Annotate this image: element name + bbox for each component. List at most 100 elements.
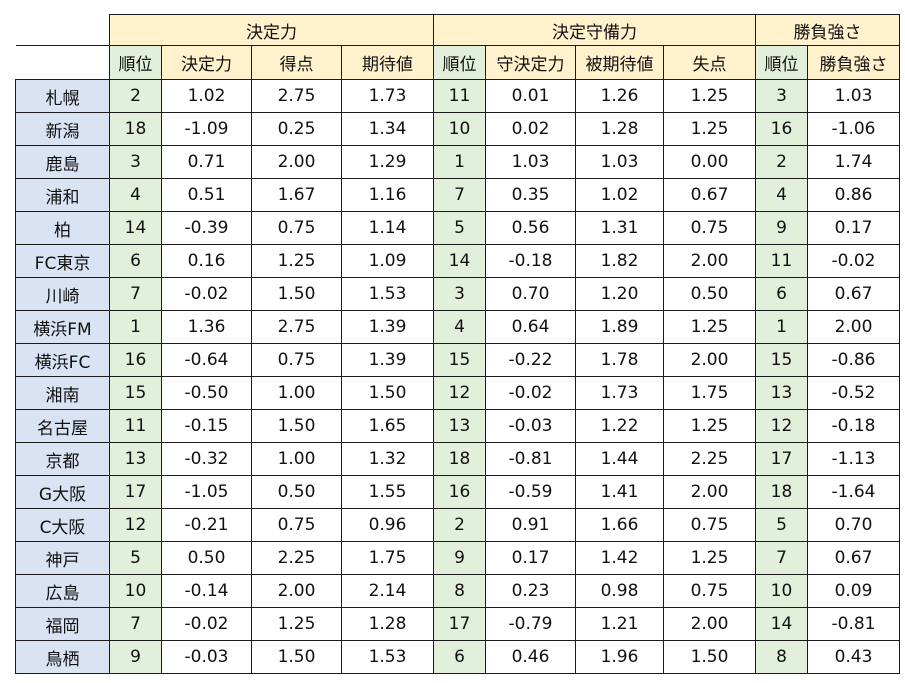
table-row: 京都 13 -0.32 1.00 1.32 18 -0.81 1.44 2.25 17 -1.13 bbox=[15, 442, 900, 476]
goals-against-cell: 0.00 bbox=[663, 145, 756, 179]
team-name-cell: 湘南 bbox=[15, 376, 110, 410]
clutch-rank-cell: 11 bbox=[755, 244, 808, 278]
table-row: 広島 10 -0.14 2.00 2.14 8 0.23 0.98 0.75 10 0.09 bbox=[15, 574, 900, 608]
expected-cell: 1.34 bbox=[341, 112, 434, 146]
expected-against-cell: 1.41 bbox=[575, 475, 664, 509]
defense-rank-cell: 6 bbox=[433, 640, 486, 674]
table-row: 川崎 7 -0.02 1.50 1.53 3 0.70 1.20 0.50 6 0.67 bbox=[15, 277, 900, 311]
goals-against-cell: 2.25 bbox=[663, 442, 756, 476]
clutch-cell: -0.02 bbox=[807, 244, 900, 278]
expected-against-cell: 1.89 bbox=[575, 310, 664, 344]
table-row: 鳥栖 9 -0.03 1.50 1.53 6 0.46 1.96 1.50 8 0.43 bbox=[15, 640, 900, 674]
expected-cell: 1.16 bbox=[341, 178, 434, 212]
clutch-cell: -0.86 bbox=[807, 343, 900, 377]
defense-finishing-cell: 0.56 bbox=[485, 211, 576, 245]
goals-against-cell: 0.75 bbox=[663, 211, 756, 245]
goals-against-cell: 2.00 bbox=[663, 343, 756, 377]
expected-cell: 1.29 bbox=[341, 145, 434, 179]
clutch-rank-cell: 15 bbox=[755, 343, 808, 377]
goals-against-cell: 0.50 bbox=[663, 277, 756, 311]
goals-against-cell: 2.00 bbox=[663, 475, 756, 509]
finishing-cell: -0.03 bbox=[161, 640, 252, 674]
clutch-rank-cell: 1 bbox=[755, 310, 808, 344]
goals-cell: 2.00 bbox=[251, 145, 342, 179]
finishing-rank-cell: 11 bbox=[109, 409, 162, 443]
goals-cell: 1.50 bbox=[251, 409, 342, 443]
defense-finishing-cell: 0.02 bbox=[485, 112, 576, 146]
table-row: 名古屋 11 -0.15 1.50 1.65 13 -0.03 1.22 1.25 12 -0.18 bbox=[15, 409, 900, 443]
expected-cell: 1.53 bbox=[341, 277, 434, 311]
goals-against-cell: 1.25 bbox=[663, 409, 756, 443]
defense-rank-cell: 16 bbox=[433, 475, 486, 509]
defense-finishing-cell: 0.23 bbox=[485, 574, 576, 608]
goals-cell: 1.67 bbox=[251, 178, 342, 212]
defense-finishing-cell: 0.64 bbox=[485, 310, 576, 344]
clutch-rank-cell: 12 bbox=[755, 409, 808, 443]
team-name-cell: 川崎 bbox=[15, 277, 110, 311]
defense-finishing-cell: 1.03 bbox=[485, 145, 576, 179]
defense-finishing-cell: 0.70 bbox=[485, 277, 576, 311]
column-header-clutch: 勝負強さ bbox=[807, 45, 900, 80]
clutch-cell: -1.64 bbox=[807, 475, 900, 509]
finishing-rank-cell: 13 bbox=[109, 442, 162, 476]
expected-against-cell: 1.73 bbox=[575, 376, 664, 410]
clutch-rank-cell: 5 bbox=[755, 508, 808, 542]
expected-against-cell: 1.66 bbox=[575, 508, 664, 542]
clutch-cell: 2.00 bbox=[807, 310, 900, 344]
goals-cell: 1.50 bbox=[251, 277, 342, 311]
table-row: 横浜FM 1 1.36 2.75 1.39 4 0.64 1.89 1.25 1 2.00 bbox=[15, 310, 900, 344]
finishing-cell: -1.05 bbox=[161, 475, 252, 509]
defense-rank-cell: 8 bbox=[433, 574, 486, 608]
goals-against-cell: 1.25 bbox=[663, 541, 756, 575]
expected-cell: 2.14 bbox=[341, 574, 434, 608]
finishing-rank-cell: 10 bbox=[109, 574, 162, 608]
clutch-cell: 0.67 bbox=[807, 541, 900, 575]
column-header-finishing-rank: 順位 bbox=[109, 45, 162, 80]
expected-cell: 1.65 bbox=[341, 409, 434, 443]
expected-against-cell: 1.44 bbox=[575, 442, 664, 476]
expected-against-cell: 1.02 bbox=[575, 178, 664, 212]
clutch-rank-cell: 4 bbox=[755, 178, 808, 212]
table-row: 柏 14 -0.39 0.75 1.14 5 0.56 1.31 0.75 9 0.17 bbox=[15, 211, 900, 245]
finishing-cell: 0.71 bbox=[161, 145, 252, 179]
team-name-cell: G大阪 bbox=[15, 475, 110, 509]
team-name-cell: 横浜FM bbox=[15, 310, 110, 344]
team-name-cell: 鹿島 bbox=[15, 145, 110, 179]
goals-cell: 0.75 bbox=[251, 211, 342, 245]
defense-rank-cell: 7 bbox=[433, 178, 486, 212]
expected-against-cell: 1.21 bbox=[575, 607, 664, 641]
defense-rank-cell: 1 bbox=[433, 145, 486, 179]
corner-blank bbox=[15, 14, 110, 46]
team-name-cell: 柏 bbox=[15, 211, 110, 245]
finishing-rank-cell: 6 bbox=[109, 244, 162, 278]
team-name-cell: 浦和 bbox=[15, 178, 110, 212]
column-header-goals-against: 失点 bbox=[663, 45, 756, 80]
expected-cell: 1.39 bbox=[341, 310, 434, 344]
table-row: 鹿島 3 0.71 2.00 1.29 1 1.03 1.03 0.00 2 1.74 bbox=[15, 145, 900, 179]
finishing-cell: -0.39 bbox=[161, 211, 252, 245]
expected-cell: 1.28 bbox=[341, 607, 434, 641]
defense-rank-cell: 2 bbox=[433, 508, 486, 542]
finishing-rank-cell: 2 bbox=[109, 79, 162, 113]
expected-cell: 1.55 bbox=[341, 475, 434, 509]
defense-finishing-cell: 0.17 bbox=[485, 541, 576, 575]
table-row: 湘南 15 -0.50 1.00 1.50 12 -0.02 1.73 1.75 13 -0.52 bbox=[15, 376, 900, 410]
expected-against-cell: 1.42 bbox=[575, 541, 664, 575]
table-row: 福岡 7 -0.02 1.25 1.28 17 -0.79 1.21 2.00 14 -0.81 bbox=[15, 607, 900, 641]
expected-against-cell: 1.26 bbox=[575, 79, 664, 113]
finishing-rank-cell: 16 bbox=[109, 343, 162, 377]
team-name-cell: 新潟 bbox=[15, 112, 110, 146]
column-header-expected: 期待値 bbox=[341, 45, 434, 80]
clutch-rank-cell: 16 bbox=[755, 112, 808, 146]
defense-finishing-cell: -0.18 bbox=[485, 244, 576, 278]
clutch-rank-cell: 13 bbox=[755, 376, 808, 410]
clutch-rank-cell: 7 bbox=[755, 541, 808, 575]
expected-against-cell: 1.31 bbox=[575, 211, 664, 245]
clutch-cell: 0.70 bbox=[807, 508, 900, 542]
goals-cell: 1.25 bbox=[251, 607, 342, 641]
goals-cell: 2.00 bbox=[251, 574, 342, 608]
defense-rank-cell: 5 bbox=[433, 211, 486, 245]
goals-against-cell: 2.00 bbox=[663, 244, 756, 278]
finishing-cell: -0.14 bbox=[161, 574, 252, 608]
expected-cell: 1.53 bbox=[341, 640, 434, 674]
